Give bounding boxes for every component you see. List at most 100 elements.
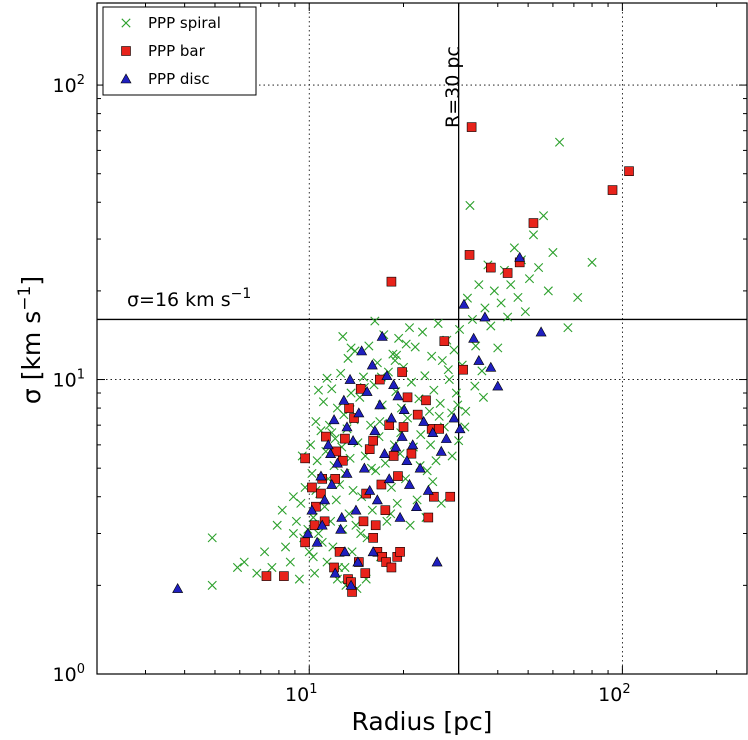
data-point	[485, 262, 496, 273]
data-point	[406, 448, 417, 459]
data-point	[587, 257, 597, 267]
data-point	[435, 445, 447, 456]
data-point	[340, 562, 350, 573]
data-point	[479, 311, 491, 322]
data-point	[336, 511, 348, 522]
data-point	[313, 385, 324, 395]
y-tick-label: 102	[53, 73, 85, 97]
data-point	[302, 527, 314, 538]
x-tick-label: 102	[598, 682, 630, 706]
data-point	[421, 395, 431, 406]
data-point	[355, 384, 366, 394]
data-marks	[172, 122, 634, 597]
data-point	[316, 488, 326, 499]
data-point	[477, 366, 487, 376]
data-point	[418, 415, 430, 426]
data-point	[386, 562, 397, 573]
data-point	[443, 365, 453, 375]
data-point	[406, 377, 417, 387]
data-point	[353, 407, 365, 418]
data-point	[239, 557, 249, 567]
data-point	[543, 286, 553, 296]
data-point	[344, 509, 354, 519]
data-point	[458, 364, 468, 375]
data-point	[367, 546, 379, 557]
legend-marker	[120, 73, 132, 84]
data-point	[538, 211, 549, 221]
data-point	[412, 495, 422, 505]
data-point	[294, 574, 304, 584]
data-point	[402, 413, 413, 423]
y-tick-label: 100	[53, 662, 85, 686]
data-point	[381, 370, 393, 381]
data-point	[468, 332, 480, 343]
plot-area	[97, 3, 747, 674]
data-point	[396, 430, 408, 441]
data-point	[405, 520, 415, 530]
data-point	[322, 373, 332, 383]
data-point	[573, 292, 583, 303]
data-point	[318, 397, 329, 407]
data-point	[291, 516, 302, 526]
data-point	[548, 247, 558, 258]
data-point	[398, 404, 410, 414]
data-point	[207, 533, 217, 543]
data-point	[445, 491, 456, 502]
x-axis-label: Radius [pc]	[352, 707, 493, 736]
data-point	[401, 339, 411, 349]
data-point	[346, 388, 356, 398]
data-point	[368, 435, 378, 446]
data-point	[465, 200, 475, 211]
data-point	[361, 385, 373, 396]
data-point	[315, 470, 327, 481]
data-point	[388, 349, 398, 359]
data-point	[348, 485, 358, 496]
x-tick-label: 101	[285, 682, 317, 706]
data-point	[401, 455, 413, 466]
data-point	[267, 562, 277, 573]
data-point	[344, 403, 354, 413]
data-point	[388, 379, 400, 390]
data-point	[524, 274, 535, 284]
data-point	[388, 451, 399, 461]
data-point	[285, 557, 295, 567]
vertical-reference-label: R=30 pc	[442, 46, 464, 128]
data-point	[520, 307, 530, 317]
data-point	[364, 444, 375, 455]
data-point	[407, 439, 419, 450]
data-point	[352, 556, 364, 567]
data-point	[345, 579, 357, 590]
data-point	[434, 424, 444, 434]
data-point	[454, 436, 464, 446]
data-point	[306, 504, 318, 515]
data-point	[312, 456, 322, 466]
series-ppp-disc	[172, 251, 547, 593]
data-point	[322, 439, 334, 450]
data-point	[496, 298, 506, 308]
data-point	[327, 384, 337, 394]
legend-marker	[121, 18, 131, 28]
data-point	[435, 398, 445, 408]
data-point	[535, 326, 547, 337]
data-point	[356, 528, 366, 539]
data-point	[416, 430, 426, 440]
data-point	[607, 185, 618, 195]
data-point	[207, 580, 217, 590]
data-point	[336, 368, 346, 378]
data-point	[368, 533, 378, 543]
data-point	[370, 316, 380, 326]
data-point	[440, 433, 452, 443]
data-point	[380, 458, 390, 468]
legend: PPP spiral PPP bar PPP disc	[102, 6, 257, 96]
data-point	[422, 484, 434, 495]
data-point	[277, 505, 287, 515]
data-point	[331, 495, 341, 505]
y-tick-label: 101	[53, 368, 85, 392]
data-point	[358, 516, 369, 527]
data-point	[343, 353, 353, 363]
data-point	[474, 280, 484, 290]
data-point	[300, 453, 310, 464]
data-point	[492, 380, 504, 391]
data-point	[473, 354, 485, 365]
